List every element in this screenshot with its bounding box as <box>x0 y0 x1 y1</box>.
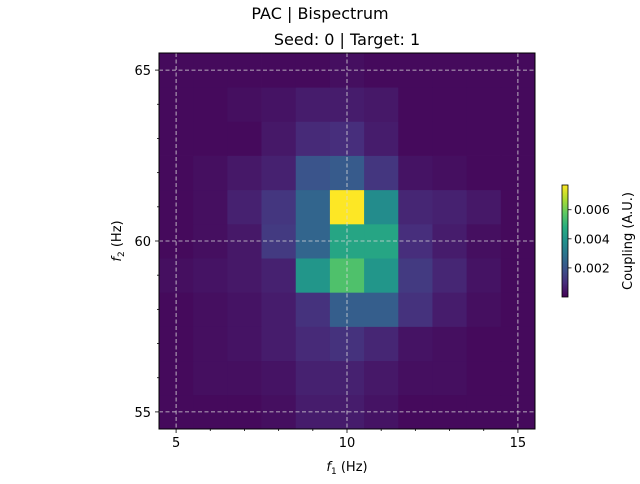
heatmap-cell <box>261 121 297 156</box>
heatmap-cell <box>364 258 399 293</box>
heatmap-cell <box>398 87 433 122</box>
heatmap-cell <box>227 292 262 327</box>
heatmap-cell <box>364 155 399 191</box>
heatmap-cell <box>432 258 468 293</box>
heatmap-cell <box>398 121 433 156</box>
y-axis-label-main: f <box>110 255 125 262</box>
heatmap-cell <box>364 360 399 396</box>
heatmap-cell <box>227 258 262 293</box>
heatmap-cell <box>193 360 228 396</box>
colorbar-label: Coupling (A.U.) <box>621 192 636 290</box>
heatmap-cell <box>466 189 502 225</box>
x-tick-label: 10 <box>339 436 356 451</box>
heatmap-cell <box>261 326 297 362</box>
heatmap-cell <box>295 292 331 327</box>
x-tick-label: 5 <box>172 436 180 451</box>
x-tick-label: 15 <box>510 436 527 451</box>
figure-suptitle: PAC | Bispectrum <box>251 4 388 23</box>
heatmap-cell <box>466 326 502 362</box>
heatmap-cell <box>398 189 433 225</box>
heatmap-cell <box>295 155 331 191</box>
heatmap-cell <box>193 326 228 362</box>
heatmap-cell <box>295 360 331 396</box>
heatmap-cell <box>398 326 433 362</box>
heatmap-cell <box>227 121 262 156</box>
heatmap-cell <box>466 121 502 156</box>
heatmap-cell <box>193 258 228 293</box>
heatmap-cell <box>261 258 297 293</box>
y-tick-label: 60 <box>134 235 151 250</box>
heatmap-cell <box>398 360 433 396</box>
heatmap-cell <box>295 326 331 362</box>
y-axis-label-sub: 2 <box>117 251 127 257</box>
heatmap-cell <box>364 189 399 225</box>
heatmap-cell <box>432 292 468 327</box>
heatmap-cell <box>466 258 502 293</box>
heatmap-cell <box>466 87 502 122</box>
heatmap-cell <box>466 292 502 327</box>
heatmap-cell <box>261 189 297 225</box>
colorbar-ticks: 0.002 0.004 0.006 <box>568 202 610 275</box>
heatmap-cell <box>261 292 297 327</box>
heatmap-cell <box>261 360 297 396</box>
heatmap-cell <box>261 87 297 122</box>
colorbar-tick-label: 0.002 <box>574 260 610 275</box>
heatmap-cell <box>193 121 228 156</box>
heatmap-cell <box>295 121 331 156</box>
colorbar <box>561 184 569 298</box>
heatmap-cell <box>193 189 228 225</box>
heatmap-cell <box>227 155 262 191</box>
y-axis-ticks: 55 60 65 <box>134 64 159 421</box>
heatmap-cell <box>295 258 331 293</box>
heatmap-cell <box>466 155 502 191</box>
colorbar-tick-label: 0.004 <box>574 231 610 246</box>
heatmap-cell <box>193 292 228 327</box>
heatmap-cell <box>193 87 228 122</box>
heatmap-cell <box>432 360 468 396</box>
heatmap-cell <box>227 326 262 362</box>
x-axis-label-main: f <box>326 460 333 475</box>
grid-lines <box>159 53 535 429</box>
y-tick-label: 65 <box>134 64 151 79</box>
heatmap-cell <box>466 360 502 396</box>
heatmap-cell <box>364 121 399 156</box>
heatmap-cell <box>432 189 468 225</box>
heatmap-cell <box>227 87 262 122</box>
x-axis-ticks: 5 10 15 <box>172 429 526 451</box>
heatmap-cell <box>432 87 468 122</box>
heatmap-cell <box>364 326 399 362</box>
x-axis-label: f1 (Hz) <box>326 460 367 477</box>
axes-title: Seed: 0 | Target: 1 <box>274 30 420 49</box>
heatmap-cell <box>398 258 433 293</box>
heatmap-cell <box>227 189 262 225</box>
heatmap-cell <box>432 155 468 191</box>
heatmap-cell <box>398 155 433 191</box>
y-axis-label: f2 (Hz) <box>110 220 127 261</box>
heatmap-cell <box>364 292 399 327</box>
heatmap-cell <box>193 155 228 191</box>
x-axis-label-sub: 1 <box>331 467 337 477</box>
x-axis-label-unit: (Hz) <box>337 460 368 475</box>
heatmap-cell <box>295 189 331 225</box>
heatmap-cell <box>398 292 433 327</box>
heatmap-cell <box>432 326 468 362</box>
heatmap-cell <box>227 360 262 396</box>
y-tick-label: 55 <box>134 406 151 421</box>
heatmap-cell <box>364 87 399 122</box>
colorbar-tick-label: 0.006 <box>574 202 610 217</box>
heatmap-cell <box>295 87 331 122</box>
y-axis-label-unit: (Hz) <box>110 220 125 251</box>
heatmap-cell <box>432 121 468 156</box>
heatmap-cell <box>261 155 297 191</box>
